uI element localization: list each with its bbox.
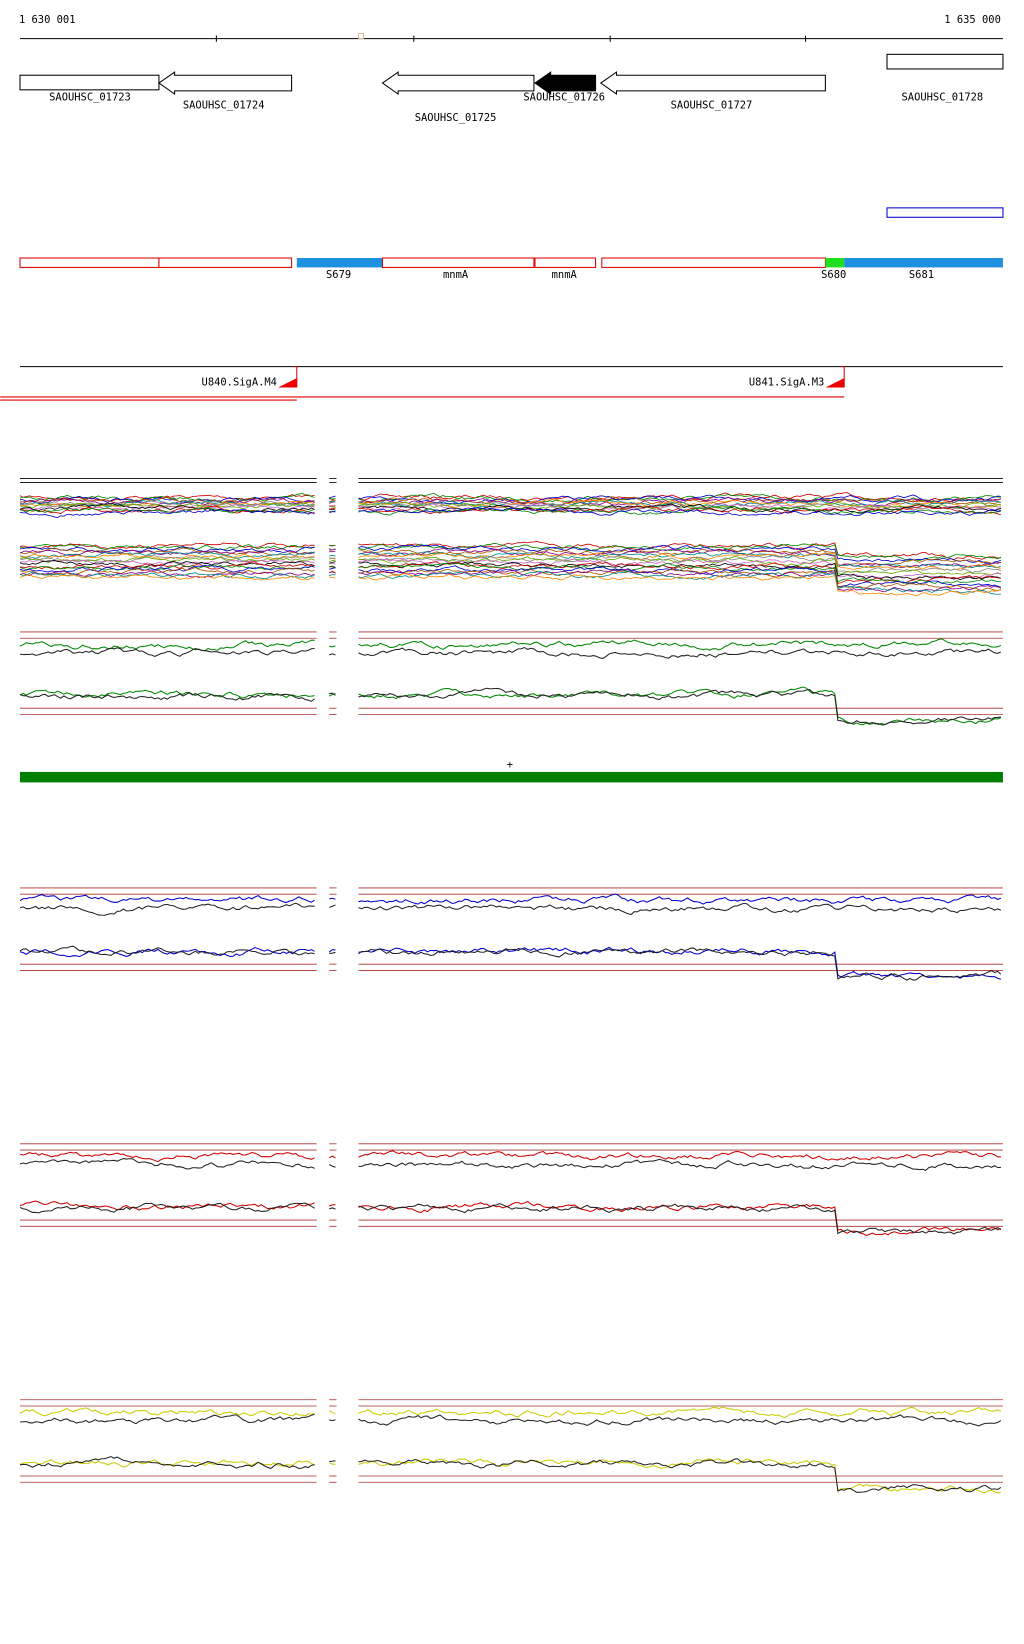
expression-curve [329, 905, 335, 907]
expression-curve [329, 1205, 335, 1206]
gene [20, 75, 159, 90]
expression-curve [20, 903, 315, 915]
feature-label: S679 [326, 269, 351, 281]
expression-curve [20, 690, 315, 698]
expression-curve [20, 1414, 315, 1423]
expression-curve [329, 1411, 335, 1414]
expression-curve [358, 687, 1000, 725]
expression-curve [358, 1415, 1000, 1426]
expression-curve [329, 496, 335, 498]
expression-curve [329, 898, 335, 899]
expression-curve [329, 551, 335, 552]
expression-curve [358, 639, 1000, 650]
expression-curve [358, 1151, 1000, 1160]
feature [382, 258, 533, 267]
promoter-label: U841.SigA.M3 [749, 376, 824, 388]
expression-curve [329, 1165, 335, 1168]
expression-curve [358, 648, 1000, 659]
promoter-head [825, 378, 844, 387]
expression-curve [358, 894, 1000, 904]
gene [887, 54, 1003, 69]
feature [535, 258, 596, 267]
expression-curve [329, 577, 335, 578]
gene-label: SAOUHSC_01726 [523, 91, 605, 103]
expression-curve [20, 1408, 315, 1416]
feature [844, 258, 1003, 267]
expression-curve [20, 509, 315, 517]
expression-curve [358, 569, 1000, 592]
strand-marker: + [507, 759, 513, 771]
promoter-label: U840.SigA.M4 [202, 376, 277, 388]
gene-label: SAOUHSC_01723 [49, 91, 131, 103]
expression-curve [329, 555, 335, 556]
feature [825, 258, 844, 267]
expression-curve [329, 950, 335, 952]
expression-curve [20, 1460, 315, 1468]
feature [20, 258, 159, 267]
expression-curve [358, 1204, 1000, 1235]
expression-curve [20, 895, 315, 903]
ruler-start: 1 630 001 [19, 14, 76, 26]
expression-curve [329, 952, 335, 953]
ruler-cursor [358, 33, 363, 38]
expression-curve [329, 1461, 335, 1462]
gene-label: SAOUHSC_01727 [671, 100, 753, 112]
feature [159, 258, 292, 267]
expression-curve [20, 648, 315, 657]
expression-curve [329, 654, 335, 655]
expression-curve [329, 1420, 335, 1421]
gene [382, 72, 533, 94]
expression-curve [329, 498, 335, 499]
expression-curve [329, 575, 335, 576]
expression-curve [358, 688, 1000, 725]
ruler-end: 1 635 000 [944, 14, 1001, 26]
strand-bar [20, 772, 1003, 782]
expression-curve [329, 1463, 335, 1464]
feature-label: S680 [821, 269, 846, 281]
expression-curve [329, 646, 335, 647]
expression-curve [358, 947, 1000, 979]
gene [159, 72, 292, 94]
expression-curve [20, 1159, 315, 1169]
feature-label: mnmA [552, 269, 578, 281]
feature [602, 258, 826, 267]
gene-label: SAOUHSC_01725 [415, 112, 497, 124]
gene [601, 72, 826, 94]
expression-curve [358, 903, 1000, 914]
expression-curve [329, 1208, 335, 1209]
feature-label: mnmA [443, 269, 469, 281]
expression-curve [358, 1407, 1000, 1417]
expression-curve [329, 568, 335, 570]
gene-label: SAOUHSC_01728 [902, 91, 984, 103]
gene-label: SAOUHSC_01724 [183, 100, 265, 112]
expression-curve [358, 574, 1000, 596]
feature-label: S681 [909, 269, 934, 281]
expression-curve [358, 569, 1000, 591]
blue-feature [887, 208, 1003, 217]
expression-curve [358, 1159, 1000, 1170]
promoter-head [278, 378, 297, 387]
feature [297, 258, 383, 267]
expression-curve [329, 1156, 335, 1158]
expression-curve [329, 562, 335, 564]
